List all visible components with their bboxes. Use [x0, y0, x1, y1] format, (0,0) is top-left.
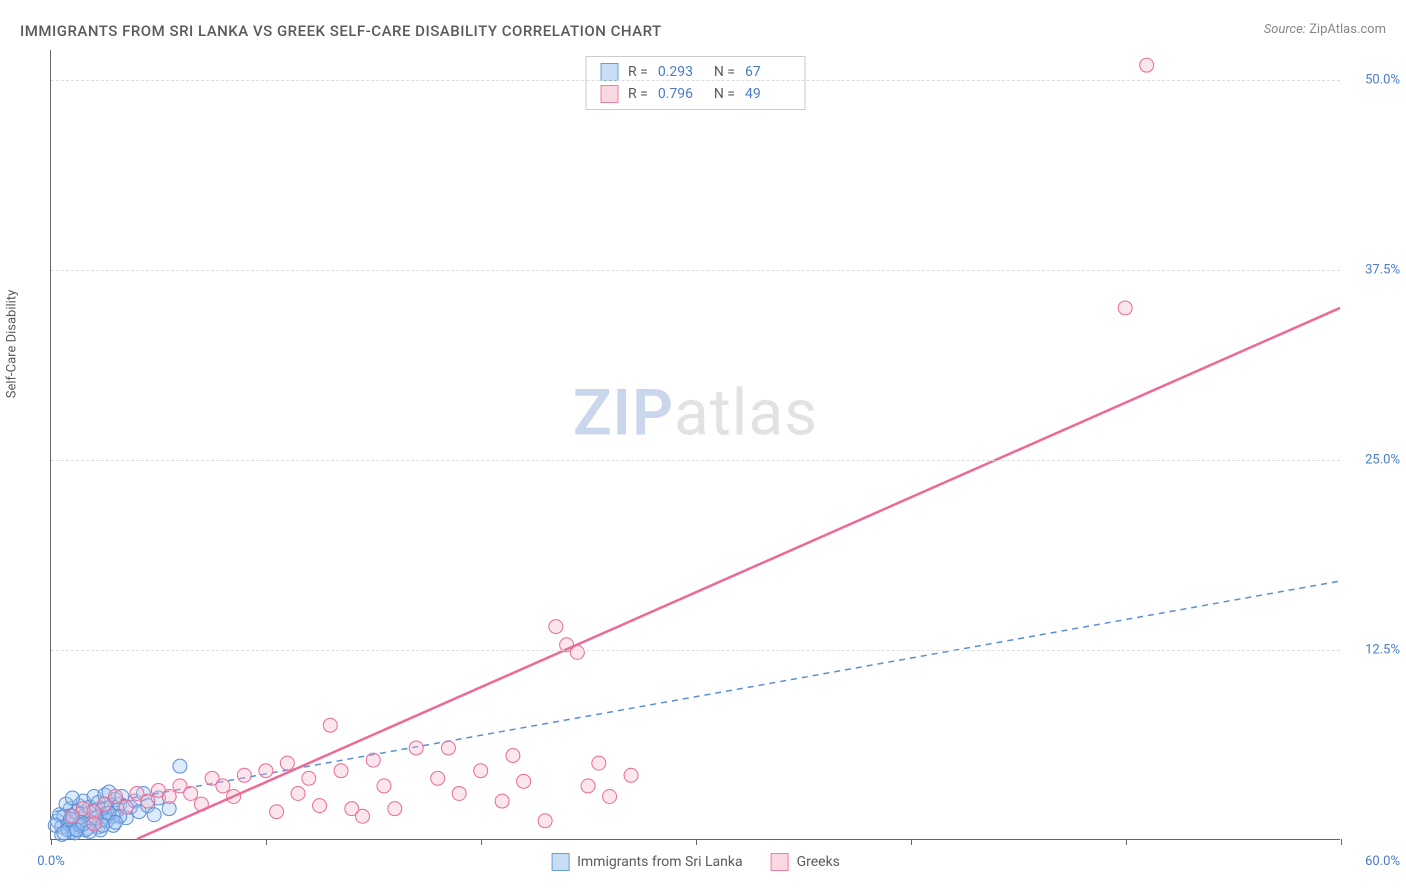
x-tick [51, 839, 52, 845]
legend-swatch-1 [771, 853, 789, 871]
plot-area: ZIPatlas R = 0.293 N = 67 R = 0.796 N = … [50, 50, 1340, 840]
scatter-point [334, 764, 348, 778]
scatter-point [323, 718, 337, 732]
y-tick-label: 25.0% [1350, 453, 1400, 468]
x-tick-label-last: 60.0% [1350, 854, 1400, 869]
scatter-point [259, 764, 273, 778]
stats-n-value-0: 67 [745, 64, 791, 80]
scatter-point [495, 794, 509, 808]
legend-label-0: Immigrants from Sri Lanka [577, 854, 742, 870]
scatter-point [452, 786, 466, 800]
scatter-point [237, 768, 251, 782]
scatter-point [1140, 58, 1154, 72]
source-label: Source: [1264, 22, 1306, 37]
legend-label-1: Greeks [797, 854, 840, 870]
scatter-point [108, 815, 122, 829]
scatter-point [441, 741, 455, 755]
gridline [51, 650, 1340, 651]
scatter-point [538, 814, 552, 828]
stats-r-label-0: R = [628, 64, 648, 80]
stats-n-label-1: N = [714, 86, 735, 102]
x-tick [911, 839, 912, 845]
scatter-point [280, 756, 294, 770]
scatter-point [366, 753, 380, 767]
chart-container: IMMIGRANTS FROM SRI LANKA VS GREEK SELF-… [0, 0, 1406, 892]
x-tick [481, 839, 482, 845]
gridline [51, 80, 1340, 81]
scatter-point [377, 779, 391, 793]
scatter-point [431, 771, 445, 785]
scatter-point [173, 759, 187, 773]
scatter-point [549, 620, 563, 634]
scatter-point [302, 771, 316, 785]
stats-n-label-0: N = [714, 64, 735, 80]
source-value: ZipAtlas.com [1309, 22, 1386, 37]
scatter-point [147, 808, 161, 822]
scatter-point [119, 800, 133, 814]
scatter-point [87, 817, 101, 831]
scatter-point [603, 790, 617, 804]
stats-row-1: R = 0.796 N = 49 [586, 83, 805, 105]
stats-legend: R = 0.293 N = 67 R = 0.796 N = 49 [585, 56, 806, 110]
scatter-point [270, 805, 284, 819]
scatter-point [57, 826, 71, 840]
gridline [51, 460, 1340, 461]
scatter-point [216, 779, 230, 793]
scatter-point [65, 791, 79, 805]
scatter-point [1118, 301, 1132, 315]
scatter-point [356, 809, 370, 823]
gridline [51, 270, 1340, 271]
plot-svg [51, 50, 1340, 839]
stats-n-value-1: 49 [745, 86, 791, 102]
scatter-point [291, 786, 305, 800]
y-tick-label: 12.5% [1350, 643, 1400, 658]
stats-r-label-1: R = [628, 86, 648, 102]
scatter-point [141, 794, 155, 808]
legend-item-0: Immigrants from Sri Lanka [551, 853, 742, 871]
scatter-point [474, 764, 488, 778]
x-tick [266, 839, 267, 845]
x-tick [1341, 839, 1342, 845]
stats-r-value-0: 0.293 [658, 64, 704, 80]
x-tick [1126, 839, 1127, 845]
scatter-point [108, 790, 122, 804]
stats-r-value-1: 0.796 [658, 86, 704, 102]
series-legend: Immigrants from Sri Lanka Greeks [551, 853, 840, 871]
scatter-point [184, 786, 198, 800]
scatter-point [581, 779, 595, 793]
stats-swatch-0 [600, 63, 618, 81]
x-tick-label-first: 0.0% [37, 854, 65, 869]
legend-swatch-0 [551, 853, 569, 871]
chart-title: IMMIGRANTS FROM SRI LANKA VS GREEK SELF-… [20, 22, 662, 40]
source-attribution: Source: ZipAtlas.com [1264, 22, 1386, 37]
y-tick-label: 50.0% [1350, 73, 1400, 88]
trend-line [137, 308, 1340, 839]
scatter-point [506, 749, 520, 763]
legend-item-1: Greeks [771, 853, 840, 871]
scatter-point [624, 768, 638, 782]
scatter-point [592, 756, 606, 770]
scatter-point [388, 802, 402, 816]
y-axis-label: Self-Care Disability [5, 290, 20, 398]
scatter-point [517, 774, 531, 788]
scatter-point [409, 741, 423, 755]
x-tick [696, 839, 697, 845]
stats-swatch-1 [600, 85, 618, 103]
scatter-point [313, 799, 327, 813]
scatter-point [162, 790, 176, 804]
y-tick-label: 37.5% [1350, 263, 1400, 278]
